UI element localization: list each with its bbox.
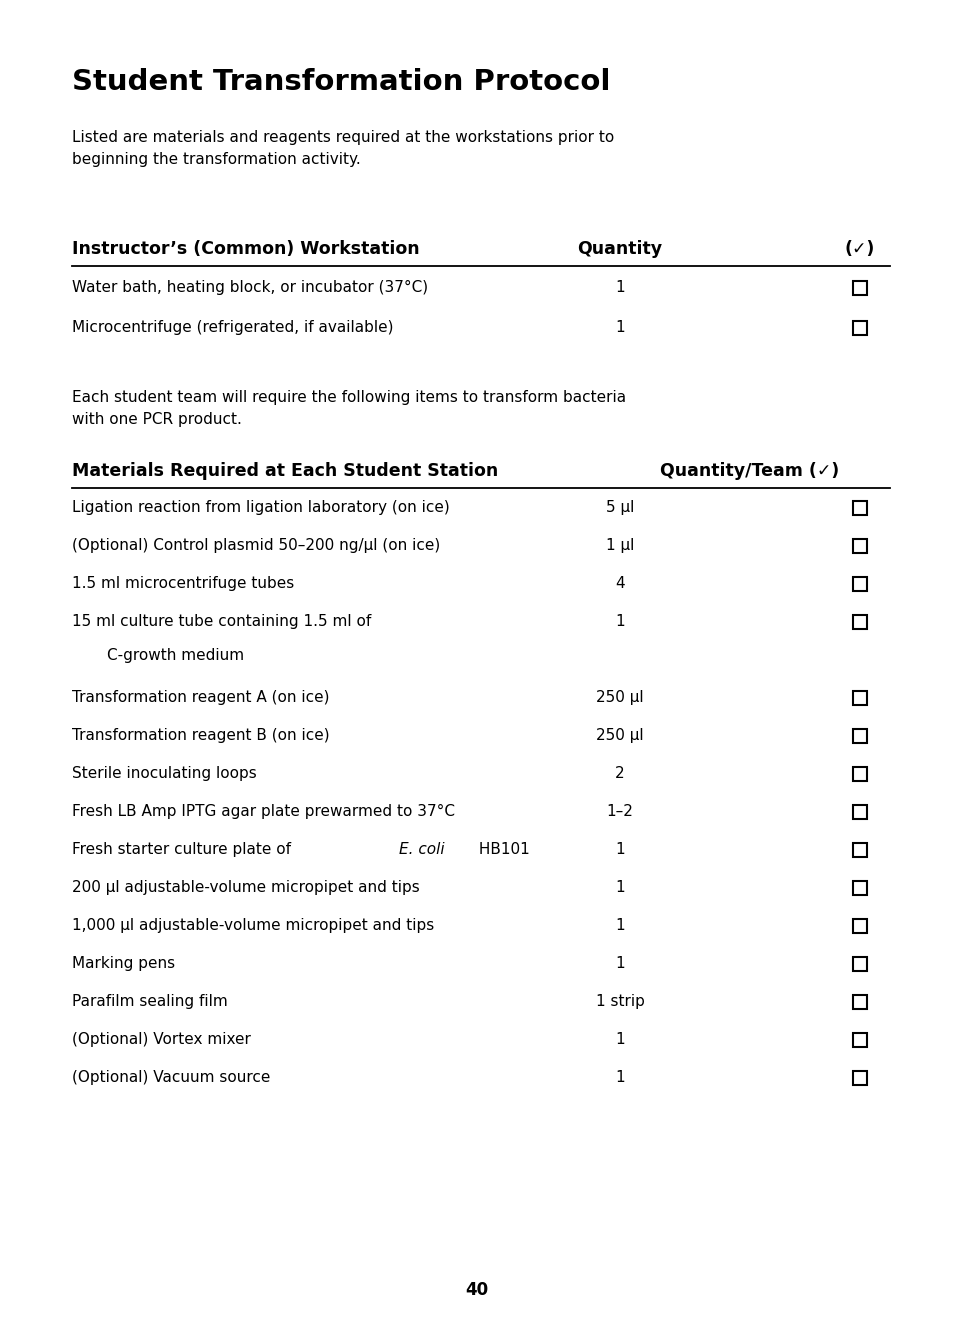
Bar: [852, 1071, 866, 1085]
Text: Listed are materials and reagents required at the workstations prior to
beginnin: Listed are materials and reagents requir…: [71, 130, 614, 167]
Text: Transformation reagent B (on ice): Transformation reagent B (on ice): [71, 728, 330, 743]
Bar: [852, 538, 866, 553]
Text: Instructor’s (Common) Workstation: Instructor’s (Common) Workstation: [71, 240, 419, 258]
Text: 1: 1: [615, 918, 624, 933]
Text: 5 µl: 5 µl: [605, 500, 634, 514]
Bar: [852, 919, 866, 933]
Bar: [852, 957, 866, 971]
Text: (Optional) Vacuum source: (Optional) Vacuum source: [71, 1070, 270, 1085]
Text: Quantity/Team (✓): Quantity/Team (✓): [659, 462, 839, 480]
Text: 250 µl: 250 µl: [596, 728, 643, 743]
Bar: [852, 995, 866, 1009]
Text: 1–2: 1–2: [606, 804, 633, 819]
Text: Transformation reagent A (on ice): Transformation reagent A (on ice): [71, 689, 329, 705]
Text: 40: 40: [465, 1281, 488, 1299]
Bar: [852, 615, 866, 629]
Text: Microcentrifuge (refrigerated, if available): Microcentrifuge (refrigerated, if availa…: [71, 321, 393, 335]
Text: 1 µl: 1 µl: [605, 538, 634, 553]
Text: 1: 1: [615, 281, 624, 295]
Text: HB101: HB101: [474, 842, 529, 856]
Text: E. coli: E. coli: [398, 842, 444, 856]
Text: 1: 1: [615, 615, 624, 629]
Bar: [852, 1033, 866, 1047]
Text: 1.5 ml microcentrifuge tubes: 1.5 ml microcentrifuge tubes: [71, 576, 294, 591]
Text: Water bath, heating block, or incubator (37°C): Water bath, heating block, or incubator …: [71, 281, 428, 295]
Text: C-growth medium: C-growth medium: [107, 648, 244, 663]
Text: Student Transformation Protocol: Student Transformation Protocol: [71, 68, 610, 96]
Text: Marking pens: Marking pens: [71, 957, 175, 971]
Text: 15 ml culture tube containing 1.5 ml of: 15 ml culture tube containing 1.5 ml of: [71, 615, 371, 629]
Text: (Optional) Control plasmid 50–200 ng/µl (on ice): (Optional) Control plasmid 50–200 ng/µl …: [71, 538, 439, 553]
Bar: [852, 691, 866, 705]
Bar: [852, 806, 866, 819]
Bar: [852, 767, 866, 782]
Text: Materials Required at Each Student Station: Materials Required at Each Student Stati…: [71, 462, 497, 480]
Text: Each student team will require the following items to transform bacteria
with on: Each student team will require the follo…: [71, 390, 625, 426]
Bar: [852, 729, 866, 743]
Text: 200 µl adjustable-volume micropipet and tips: 200 µl adjustable-volume micropipet and …: [71, 880, 419, 895]
Bar: [852, 577, 866, 591]
Text: (Optional) Vortex mixer: (Optional) Vortex mixer: [71, 1031, 251, 1047]
Text: 4: 4: [615, 576, 624, 591]
Bar: [852, 281, 866, 295]
Text: 2: 2: [615, 766, 624, 782]
Text: 1: 1: [615, 957, 624, 971]
Text: 1: 1: [615, 321, 624, 335]
Text: Sterile inoculating loops: Sterile inoculating loops: [71, 766, 256, 782]
Text: 1 strip: 1 strip: [595, 994, 644, 1009]
Text: Parafilm sealing film: Parafilm sealing film: [71, 994, 228, 1009]
Text: 1: 1: [615, 1070, 624, 1085]
Text: 250 µl: 250 µl: [596, 689, 643, 705]
Text: Quantity: Quantity: [577, 240, 662, 258]
Bar: [852, 501, 866, 514]
Text: (✓): (✓): [844, 240, 874, 258]
Text: 1: 1: [615, 1031, 624, 1047]
Bar: [852, 843, 866, 856]
Text: Fresh LB Amp IPTG agar plate prewarmed to 37°C: Fresh LB Amp IPTG agar plate prewarmed t…: [71, 804, 455, 819]
Text: Fresh starter culture plate of: Fresh starter culture plate of: [71, 842, 295, 856]
Text: 1: 1: [615, 842, 624, 856]
Text: 1: 1: [615, 880, 624, 895]
Text: Ligation reaction from ligation laboratory (on ice): Ligation reaction from ligation laborato…: [71, 500, 449, 514]
Text: 1,000 µl adjustable-volume micropipet and tips: 1,000 µl adjustable-volume micropipet an…: [71, 918, 434, 933]
Bar: [852, 321, 866, 335]
Bar: [852, 880, 866, 895]
